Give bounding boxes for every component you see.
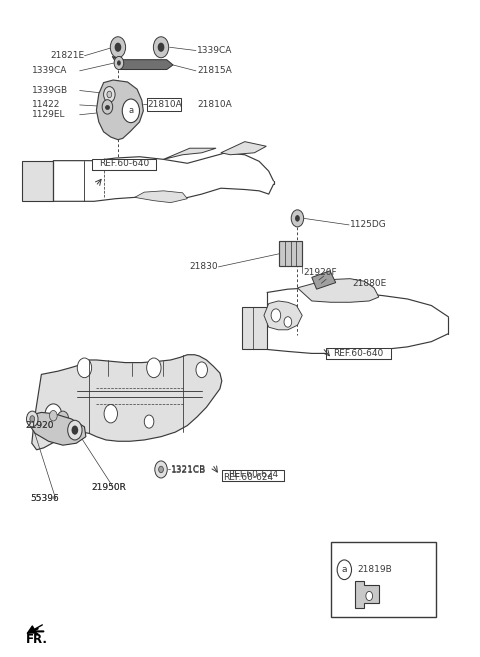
Circle shape xyxy=(72,426,78,435)
Bar xyxy=(92,159,156,170)
Text: REF.60-640: REF.60-640 xyxy=(333,349,384,357)
Text: 1339CA: 1339CA xyxy=(32,66,67,76)
Polygon shape xyxy=(355,581,379,608)
Circle shape xyxy=(110,37,126,58)
Circle shape xyxy=(337,560,351,579)
Circle shape xyxy=(114,57,124,70)
Polygon shape xyxy=(96,80,144,140)
Circle shape xyxy=(57,411,69,427)
Circle shape xyxy=(45,404,62,428)
Circle shape xyxy=(104,405,118,423)
Polygon shape xyxy=(163,148,216,160)
Bar xyxy=(147,98,181,111)
Text: 21880E: 21880E xyxy=(352,279,387,288)
Circle shape xyxy=(26,411,38,427)
Circle shape xyxy=(366,591,372,600)
Text: REF.60-624: REF.60-624 xyxy=(223,474,274,482)
Circle shape xyxy=(157,43,164,52)
Circle shape xyxy=(77,358,92,378)
Text: a: a xyxy=(128,106,133,116)
Text: 1339GB: 1339GB xyxy=(32,86,68,95)
Text: 11422: 11422 xyxy=(32,101,60,110)
Circle shape xyxy=(68,420,82,440)
Text: 21815A: 21815A xyxy=(197,66,232,76)
Text: 1339CA: 1339CA xyxy=(197,46,232,55)
Bar xyxy=(242,307,267,350)
Circle shape xyxy=(147,358,161,378)
Text: REF.60-640: REF.60-640 xyxy=(99,159,149,168)
Polygon shape xyxy=(135,191,187,202)
Text: 21950R: 21950R xyxy=(92,483,127,491)
Polygon shape xyxy=(32,355,222,450)
Text: FR.: FR. xyxy=(25,633,48,646)
Text: REF.60-624: REF.60-624 xyxy=(228,470,278,479)
Polygon shape xyxy=(298,279,379,302)
Circle shape xyxy=(271,309,281,322)
Text: 55396: 55396 xyxy=(30,495,59,503)
Text: 1321CB: 1321CB xyxy=(170,465,206,474)
Circle shape xyxy=(284,317,292,327)
Polygon shape xyxy=(112,57,173,70)
Circle shape xyxy=(30,416,35,422)
Text: 21920: 21920 xyxy=(25,421,54,430)
Text: 1129EL: 1129EL xyxy=(32,110,65,120)
Bar xyxy=(22,161,53,201)
Polygon shape xyxy=(264,301,302,330)
Circle shape xyxy=(104,87,115,102)
Circle shape xyxy=(158,466,163,473)
Bar xyxy=(279,241,302,266)
Polygon shape xyxy=(221,142,266,155)
Circle shape xyxy=(102,100,113,114)
Circle shape xyxy=(122,99,140,123)
Text: 21810A: 21810A xyxy=(197,101,232,110)
Circle shape xyxy=(107,91,112,98)
Text: 21819B: 21819B xyxy=(357,565,392,574)
Bar xyxy=(331,541,436,617)
Text: 1321CB: 1321CB xyxy=(170,466,206,475)
Text: 21920: 21920 xyxy=(25,421,54,430)
Polygon shape xyxy=(312,271,336,289)
Text: 21810A: 21810A xyxy=(147,100,182,109)
Circle shape xyxy=(196,362,207,378)
Circle shape xyxy=(295,215,300,221)
Circle shape xyxy=(144,415,154,428)
Text: 1125DG: 1125DG xyxy=(350,220,387,229)
Circle shape xyxy=(291,210,304,227)
Text: 21950R: 21950R xyxy=(92,483,127,491)
Circle shape xyxy=(117,60,121,66)
Text: 55396: 55396 xyxy=(30,495,59,503)
Text: 21830: 21830 xyxy=(190,262,218,271)
Circle shape xyxy=(154,37,168,58)
Bar xyxy=(326,348,391,359)
Text: 21821E: 21821E xyxy=(50,51,84,60)
Bar xyxy=(222,470,284,481)
Circle shape xyxy=(49,411,57,421)
Polygon shape xyxy=(28,413,86,445)
Text: 21920F: 21920F xyxy=(303,268,337,277)
Circle shape xyxy=(155,461,167,478)
Circle shape xyxy=(115,43,121,52)
Text: a: a xyxy=(342,565,347,574)
